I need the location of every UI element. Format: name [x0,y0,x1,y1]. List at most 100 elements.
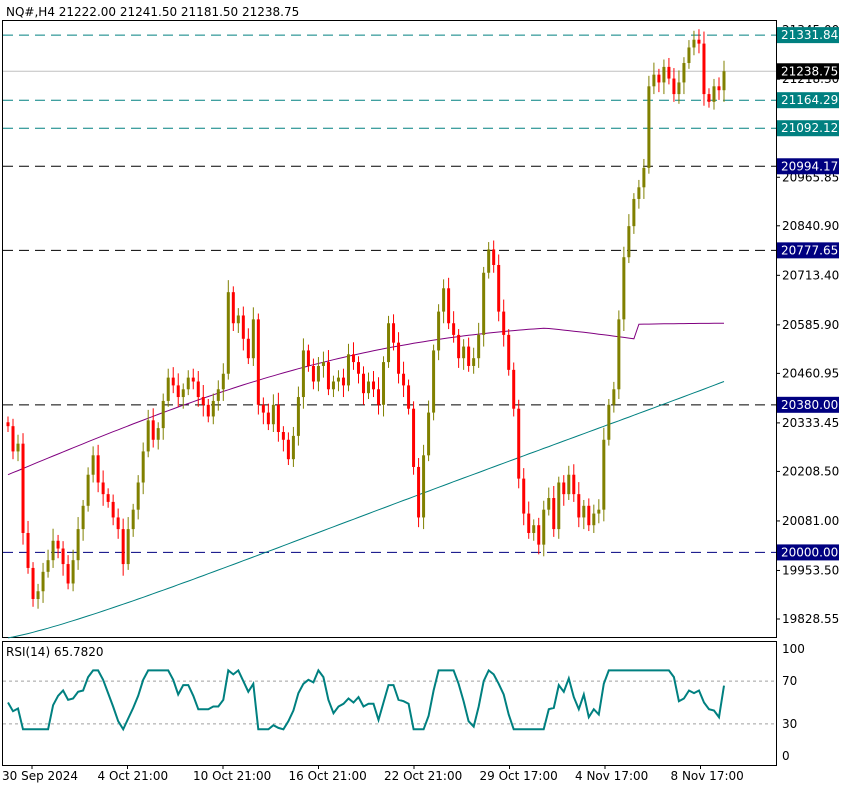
candle-body [61,548,65,565]
candle [672,68,676,102]
candle [617,310,621,399]
level-price-label: 21331.84 [781,28,838,42]
candle [472,347,476,374]
candle-body [71,560,75,584]
candle [166,368,170,407]
candle [301,338,305,409]
candle-body [236,315,240,324]
candle-body [146,420,150,452]
candle-body [36,591,40,600]
candle-body [266,412,270,425]
candle [667,57,671,85]
candle-body [31,567,35,600]
candle-body [582,505,586,518]
candle [201,385,205,417]
candle [597,499,601,524]
level-price-label: 21164.29 [781,93,838,107]
candle-body [106,494,110,502]
level-price-tag: 20777.65 [777,242,839,259]
candle [36,583,40,609]
candle-body [226,292,230,374]
candle-body [477,334,481,359]
candle [702,31,706,106]
candle [6,416,10,433]
candle [41,562,45,603]
candle-body [417,466,421,518]
candle-body [136,482,140,510]
moving-average-slow [7,381,725,639]
candle [722,60,726,102]
candle-body [667,66,671,79]
candle-body [427,412,431,456]
y-tick-label: 20081.00 [782,514,839,528]
candle-body [647,86,651,168]
candle [286,432,290,466]
candle-body [116,517,120,530]
candle [331,375,335,398]
y-tick-label: 20585.90 [782,318,839,332]
candle [211,393,215,425]
candle [602,427,606,522]
candle-body [196,381,200,398]
candle [497,254,501,322]
candle-body [607,404,611,440]
level-price-label: 20000.00 [781,545,838,559]
candle-body [46,560,50,572]
candle-body [191,377,195,382]
candle [457,329,461,368]
candle-body [397,342,401,374]
candle [261,397,265,425]
y-tick-label: 20333.45 [782,416,839,430]
candle [71,549,75,592]
candle-body [622,257,626,320]
candle [532,519,536,541]
candle-body [126,529,130,565]
candle-body [26,532,30,568]
candle [141,442,145,495]
candle-body [537,525,541,545]
candle [16,434,20,462]
candle [522,468,526,526]
candle-body [91,455,95,475]
candle-body [86,474,90,506]
candle-body [422,455,426,518]
candle-body [286,439,290,460]
candle-body [542,509,546,545]
candle-body [96,455,100,483]
candle-body [712,86,716,102]
candle [226,280,230,380]
current-price-label: 21238.75 [781,64,838,78]
candle-body [56,540,60,549]
candle-body [482,272,486,335]
candle-body [377,389,381,405]
candle-body [567,474,571,495]
candle-body [572,474,576,495]
candle-body [276,404,280,433]
candle-body [151,420,155,440]
rsi-header: RSI(14) 65.7820 [6,645,104,659]
candle-body [251,319,255,359]
candle [527,501,531,539]
candle [136,475,140,520]
candle-body [457,334,461,359]
candle [517,399,521,489]
candle-body [372,381,376,390]
candle-body [216,389,220,401]
candle [482,266,486,347]
candle [447,277,451,330]
candle-body [632,198,636,227]
candle-body [707,94,711,102]
candle-body [21,443,25,533]
candle-body [562,482,566,495]
candle [146,409,150,458]
candle [512,362,516,417]
candle [692,30,696,56]
candle-body [121,529,125,565]
candle [326,350,330,396]
candle [266,403,270,431]
rsi-line [7,668,725,732]
candle [577,482,581,528]
x-tick-label: 8 Nov 17:00 [671,769,744,783]
